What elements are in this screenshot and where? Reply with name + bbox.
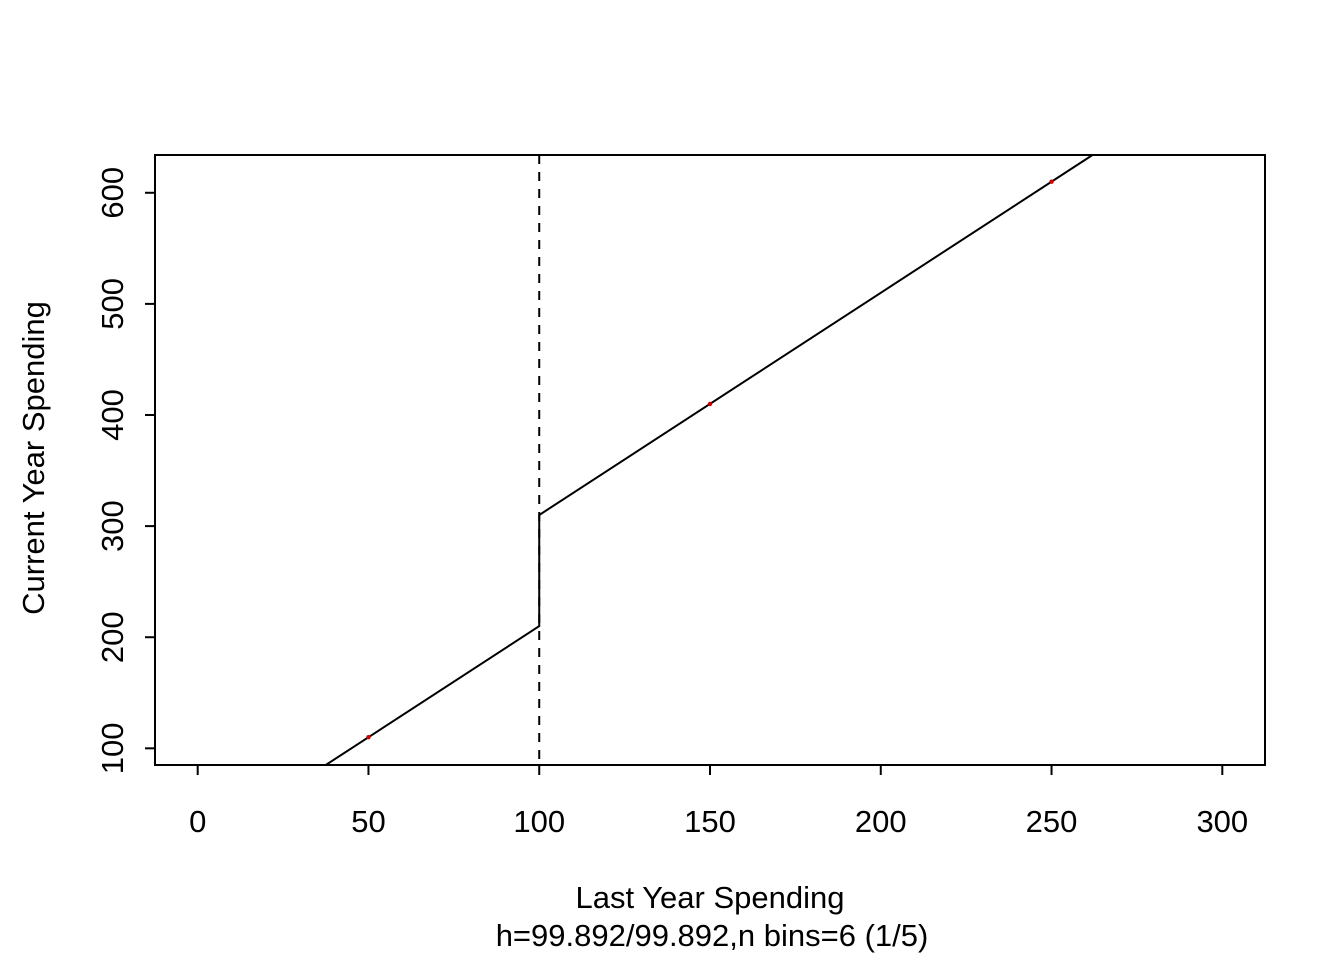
x-axis-tick-label: 250 xyxy=(1026,804,1078,839)
x-axis-tick-label: 0 xyxy=(189,804,206,839)
y-axis-tick-label: 200 xyxy=(95,611,130,663)
y-axis-tick-label: 300 xyxy=(95,500,130,552)
plot-box xyxy=(154,154,1266,766)
spending-schedule-line xyxy=(325,154,1094,766)
x-axis-tick-label: 50 xyxy=(351,804,385,839)
x-axis-tick-label: 300 xyxy=(1196,804,1248,839)
x-axis-title: Last Year Spending xyxy=(575,880,845,915)
y-axis-tick-label: 600 xyxy=(95,167,130,219)
data-point xyxy=(707,401,713,407)
x-axis-tick-label: 200 xyxy=(855,804,907,839)
x-axis-subtitle: h=99.892/99.892,n bins=6 (1/5) xyxy=(495,918,929,953)
y-axis-tick-label: 100 xyxy=(95,722,130,774)
y-axis-tick-label: 500 xyxy=(95,278,130,330)
data-point xyxy=(1049,179,1054,184)
y-axis-title: Current Year Spending xyxy=(16,301,51,615)
x-axis-tick-label: 100 xyxy=(513,804,565,839)
x-axis-tick-label: 150 xyxy=(684,804,736,839)
y-axis-tick-label: 400 xyxy=(95,389,130,441)
data-point xyxy=(366,735,371,740)
